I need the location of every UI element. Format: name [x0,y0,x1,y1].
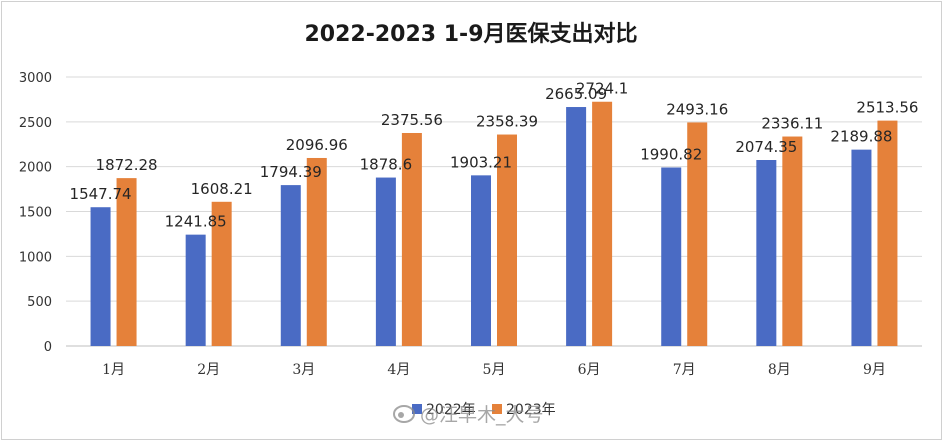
bar-2022 [756,159,777,346]
data-label: 1608.21 [191,180,253,198]
bar-2022 [280,185,301,346]
x-tick-label: 9月 [863,362,886,378]
data-label: 2358.39 [476,113,538,131]
data-label: 2336.11 [761,115,823,133]
chart-title: 2022-2023 1-9月医保支出对比 [305,22,638,47]
bar-2022 [661,167,682,346]
watermark: @汪早木_大号 [393,404,544,426]
x-tick-label: 3月 [292,362,315,378]
data-label: 2665.09 [545,85,607,103]
x-tick-label: 6月 [578,362,601,378]
data-label: 2724.1 [576,80,629,98]
y-tick-label: 3000 [19,71,52,86]
data-label: 2189.88 [830,128,892,146]
data-label: 2375.56 [381,111,443,129]
y-tick-label: 0 [44,340,52,355]
data-label: 1241.85 [165,213,227,231]
x-tick-label: 4月 [387,362,410,378]
data-label: 2513.56 [856,99,918,117]
bar-2023 [592,101,613,346]
data-label: 2096.96 [286,136,348,154]
weibo-icon [393,405,415,423]
bar-2022 [375,177,396,346]
bar-2023 [306,157,327,346]
bar-2022 [851,149,872,346]
legend: 2022年 2023年 [412,402,556,418]
bar-2022 [471,175,491,346]
data-label: 1794.39 [260,163,322,181]
x-tick-label: 8月 [768,362,791,378]
bar-2023 [497,134,517,346]
legend-swatch [412,404,422,414]
data-label: 1547.74 [70,185,132,203]
x-tick-label: 2月 [197,362,220,378]
bar-2023 [687,122,708,346]
data-label: 2074.35 [735,138,797,156]
data-label: 2493.16 [666,100,728,118]
data-label: 1872.28 [96,156,158,174]
y-tick-label: 1500 [19,206,52,221]
legend-swatch [492,404,502,414]
x-tick-label: 7月 [673,362,696,378]
y-axis: 0 500 1000 1500 2000 2500 3000 [19,71,52,355]
data-label: 1903.21 [450,153,512,171]
bars [90,101,898,346]
x-tick-label: 5月 [483,362,506,378]
bar-2023 [782,136,803,346]
y-tick-label: 1000 [19,250,52,265]
grid-lines [66,76,922,347]
bar-2023 [877,120,898,346]
bar-2022 [566,107,587,346]
watermark-text: @汪早木_大号 [420,404,544,426]
data-label: 1990.82 [640,145,702,163]
x-tick-label: 1月 [102,362,125,378]
legend-label: 2023年 [506,402,556,418]
data-labels: 1547.74 1872.28 1241.85 1608.21 1794.39 2096.… [70,80,919,231]
legend-label: 2022年 [426,402,476,418]
y-tick-label: 2500 [19,116,52,131]
y-tick-label: 2000 [19,161,52,176]
y-tick-label: 500 [27,295,52,310]
bar-2023 [116,178,137,346]
bar-2023 [211,201,232,346]
x-axis: 1月 2月 3月 4月 5月 6月 7月 8月 9月 [102,362,886,378]
bar-2022 [185,234,206,346]
data-label: 1878.6 [360,156,413,174]
bar-2023 [401,132,422,346]
bar-2022 [90,207,111,346]
